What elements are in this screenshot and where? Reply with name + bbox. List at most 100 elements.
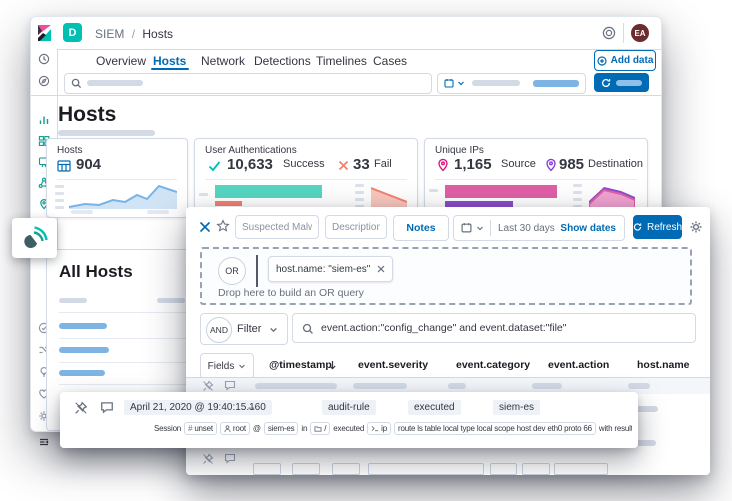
session-verb: executed: [333, 424, 365, 433]
cross-icon: [338, 160, 349, 171]
pin-icon[interactable]: [202, 453, 214, 465]
notes-button[interactable]: Notes: [393, 215, 449, 241]
date-picker[interactable]: [437, 73, 586, 94]
fields-button[interactable]: Fields: [200, 353, 254, 379]
gear-icon[interactable]: [689, 220, 703, 234]
folder-icon: [314, 426, 322, 432]
column-header-event-category[interactable]: event.category: [456, 359, 531, 371]
query-text: event.action:"config_change" and event.d…: [321, 322, 567, 334]
host-filter-chip[interactable]: host.name: "siem-es": [268, 256, 394, 282]
session-user-chip[interactable]: root: [219, 422, 250, 435]
hash-icon: #: [188, 424, 193, 433]
active-tab-underline: [151, 68, 189, 70]
kibana-logo-icon[interactable]: [37, 25, 52, 41]
event-category[interactable]: audit-rule: [322, 400, 376, 415]
comment-icon[interactable]: [224, 453, 236, 464]
column-header-timestamp[interactable]: @timestamp: [269, 359, 332, 371]
timeline-refresh-button[interactable]: Refresh: [633, 215, 682, 239]
comment-icon[interactable]: [224, 380, 236, 391]
host-link-placeholder[interactable]: [59, 347, 109, 353]
session-args-chip[interactable]: route ls table local type local scope ho…: [393, 422, 596, 435]
auth-area-chart: [371, 184, 407, 211]
ips-source-bar: [445, 185, 557, 198]
sort-down-icon[interactable]: [328, 360, 337, 370]
column-header-placeholder: [59, 298, 87, 303]
search-icon: [302, 323, 314, 335]
breadcrumb-app[interactable]: SIEM: [95, 27, 125, 41]
column-header-event-action[interactable]: event.action: [548, 359, 610, 371]
top-bar: D SIEM / Hosts EA: [31, 17, 661, 50]
recently-viewed-clock-icon[interactable]: [38, 53, 50, 65]
siem-app-card[interactable]: [12, 218, 57, 258]
star-icon[interactable]: [216, 219, 230, 233]
session-id-chip[interactable]: # unset: [184, 422, 217, 435]
table-row[interactable]: [186, 378, 710, 394]
or-drop-zone[interactable]: OR host.name: "siem-es" Drop here to bui…: [200, 247, 692, 305]
close-icon[interactable]: [199, 221, 211, 233]
session-result-label: with result: [598, 424, 632, 433]
kpi-ips-source-value: 1,165: [454, 156, 492, 173]
comment-icon[interactable]: [100, 401, 114, 414]
event-row-popup: April 21, 2020 @ 19:40:15.160 -- audit-r…: [60, 392, 638, 448]
breadcrumb: SIEM / Hosts: [95, 27, 173, 41]
title-underline-bar: [58, 130, 155, 136]
session-host-chip[interactable]: siem-es: [263, 422, 299, 435]
event-host[interactable]: siem-es: [493, 400, 541, 415]
tab-network[interactable]: Network: [201, 54, 246, 68]
kpi-auth-success-label: Success: [283, 158, 325, 170]
kpi-hosts-value: 904: [76, 156, 102, 173]
session-in-label: in: [301, 424, 308, 433]
and-operator-badge: AND: [206, 317, 232, 343]
tab-cases[interactable]: Cases: [373, 54, 408, 68]
event-timestamp[interactable]: April 21, 2020 @ 19:40:15.160: [124, 400, 272, 415]
date-apply-placeholder-bar: [533, 80, 579, 87]
collapse-menu-icon[interactable]: [38, 436, 50, 448]
and-filter-dropdown[interactable]: AND Filter: [200, 313, 288, 345]
table-row[interactable]: [186, 451, 710, 475]
header-divider: [57, 95, 661, 96]
column-header-event-severity[interactable]: event.severity: [358, 359, 429, 371]
filter-label: Filter: [237, 323, 262, 335]
tab-hosts[interactable]: Hosts: [153, 54, 187, 68]
space-badge[interactable]: D: [63, 23, 82, 42]
discover-compass-icon[interactable]: [38, 75, 50, 87]
hosts-area-chart: [69, 183, 177, 209]
timeline-name-input[interactable]: [235, 215, 319, 239]
kpi-auth-fail-label: Fail: [374, 158, 392, 170]
tab-timelines[interactable]: Timelines: [316, 54, 367, 68]
kpi-card-unique-ips: Unique IPs 1,165 Source 985 Destination: [424, 138, 648, 218]
event-session-summary: Session # unset root @ siem-es in / exec…: [154, 422, 632, 435]
host-link-placeholder[interactable]: [59, 370, 105, 376]
session-cwd-chip[interactable]: /: [310, 422, 331, 435]
help-icon[interactable]: [602, 26, 616, 40]
tab-overview[interactable]: Overview: [96, 54, 147, 68]
tab-detections[interactable]: Detections: [254, 54, 311, 68]
timeline-date-picker[interactable]: Last 30 days Show dates: [453, 215, 625, 241]
show-dates-link[interactable]: Show dates: [560, 223, 616, 234]
pin-icon[interactable]: [74, 401, 88, 415]
calendar-icon: [461, 222, 472, 233]
chevron-down-icon: [476, 224, 484, 232]
timeline-description-input[interactable]: [325, 215, 387, 239]
refresh-button[interactable]: [594, 73, 649, 92]
refresh-icon: [633, 223, 642, 231]
kpi-ips-title: Unique IPs: [435, 145, 484, 156]
check-icon: [208, 160, 221, 172]
session-label: Session: [154, 424, 182, 433]
visualize-icon[interactable]: [38, 114, 50, 126]
search-input[interactable]: [64, 73, 432, 94]
add-data-button[interactable]: Add data: [594, 50, 656, 71]
kpi-auth-title: User Authentications: [205, 145, 297, 156]
breadcrumb-separator: /: [131, 27, 136, 41]
kql-query-input[interactable]: event.action:"config_change" and event.d…: [292, 313, 696, 343]
column-header-host-name[interactable]: host.name: [637, 359, 690, 371]
refresh-label-placeholder-bar: [616, 79, 642, 86]
avatar[interactable]: EA: [631, 24, 649, 42]
session-process-chip[interactable]: ip: [367, 422, 391, 435]
kpi-card-hosts: Hosts 904: [46, 138, 188, 218]
kpi-ips-source-label: Source: [501, 158, 536, 170]
event-action[interactable]: executed: [408, 400, 461, 415]
pin-icon[interactable]: [202, 380, 214, 392]
search-placeholder-bar: [87, 80, 143, 86]
host-link-placeholder[interactable]: [59, 323, 107, 329]
